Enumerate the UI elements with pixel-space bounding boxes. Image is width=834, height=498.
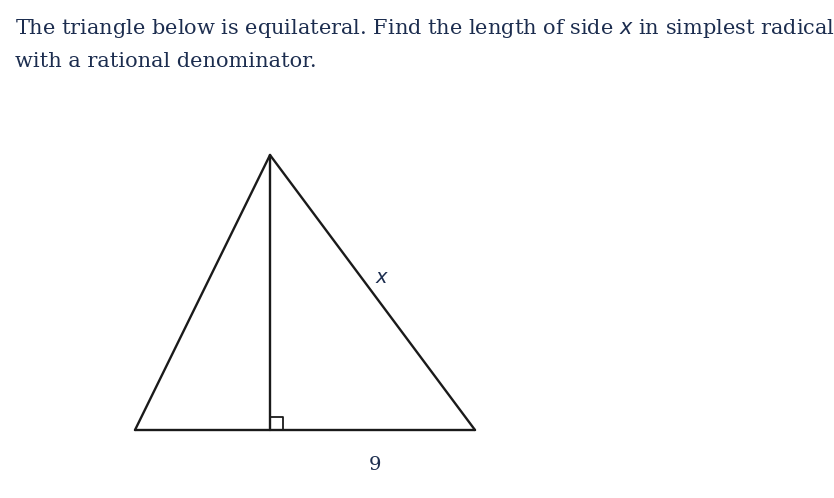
Text: 9: 9 — [369, 456, 381, 474]
Text: $x$: $x$ — [375, 269, 389, 287]
Text: with a rational denominator.: with a rational denominator. — [15, 52, 317, 71]
Text: The triangle below is equilateral. Find the length of side $\it{x}$ in simplest : The triangle below is equilateral. Find … — [15, 17, 834, 40]
